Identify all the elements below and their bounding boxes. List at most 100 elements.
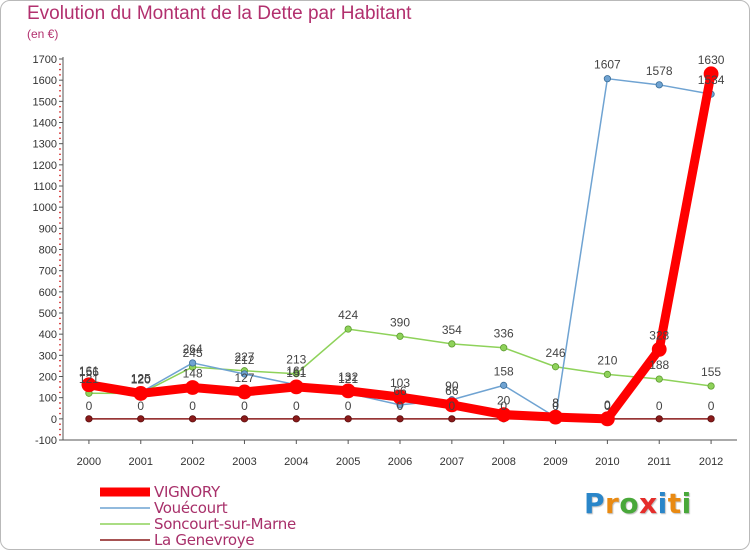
data-label-soncourt-sur-marne: 424 xyxy=(338,308,358,322)
data-point-la-genevroye xyxy=(344,415,352,423)
y-minor-tick xyxy=(59,365,61,367)
y-minor-tick xyxy=(59,264,61,267)
data-label-vou-court: 125 xyxy=(131,371,151,385)
y-minor-tick xyxy=(59,111,61,113)
y-tick-label: 800 xyxy=(39,245,57,257)
data-label-vou-court: 1578 xyxy=(646,64,673,78)
logo-letter: i xyxy=(657,487,668,520)
y-minor-tick xyxy=(59,68,61,71)
y-minor-tick xyxy=(59,243,61,246)
y-minor-tick xyxy=(59,153,61,156)
y-minor-tick xyxy=(59,370,61,373)
data-point-vou-court xyxy=(655,81,663,89)
x-tick-label: 2009 xyxy=(543,456,567,468)
data-label-vignory: 1630 xyxy=(698,53,725,67)
data-label-la-genevroye: 0 xyxy=(552,399,559,413)
proxiti-logo: Proxiti xyxy=(584,487,692,520)
y-tick-label: 1100 xyxy=(33,181,57,193)
data-point-vou-court xyxy=(500,381,508,389)
y-minor-tick xyxy=(59,253,61,256)
x-tick-label: 2004 xyxy=(284,456,308,468)
data-label-vou-court: 66 xyxy=(393,384,407,398)
data-point-soncourt-sur-marne xyxy=(344,325,352,333)
data-label-la-genevroye: 0 xyxy=(656,399,663,413)
data-label-la-genevroye: 0 xyxy=(189,399,196,413)
data-point-la-genevroye xyxy=(137,415,145,423)
data-point-la-genevroye xyxy=(396,415,404,423)
y-minor-tick xyxy=(59,137,61,140)
logo-letter: o xyxy=(619,487,640,520)
data-label-soncourt-sur-marne: 213 xyxy=(286,353,306,367)
y-tick-label: 700 xyxy=(39,266,57,278)
data-label-la-genevroye: 0 xyxy=(397,399,404,413)
data-label-soncourt-sur-marne: 155 xyxy=(701,365,721,379)
logo-letter: i xyxy=(681,487,692,520)
logo-letter: P xyxy=(584,487,606,520)
data-label-vou-court: 161 xyxy=(286,364,306,378)
y-minor-tick xyxy=(59,349,61,351)
y-tick-label: 1700 xyxy=(33,54,57,66)
data-point-soncourt-sur-marne xyxy=(448,340,456,348)
data-label-soncourt-sur-marne: 188 xyxy=(649,358,669,372)
y-tick-label: 1400 xyxy=(33,118,57,130)
y-minor-tick xyxy=(59,216,61,219)
y-minor-tick xyxy=(59,158,61,161)
data-label-soncourt-sur-marne: 245 xyxy=(183,346,203,360)
y-minor-tick xyxy=(59,179,61,182)
data-label-vignory: 103 xyxy=(390,376,410,390)
legend-item-soncourt: Soncourt-sur-Marne xyxy=(100,516,296,532)
y-minor-tick xyxy=(59,126,61,129)
x-tick-label: 2002 xyxy=(180,456,204,468)
x-tick-label: 2008 xyxy=(491,456,515,468)
y-minor-tick xyxy=(59,238,61,240)
y-minor-tick xyxy=(59,259,61,261)
data-label-vou-court: 121 xyxy=(338,372,358,386)
y-minor-tick xyxy=(59,359,61,362)
legend-label-genevroye: La Genevroye xyxy=(154,531,255,549)
y-minor-tick xyxy=(59,84,61,87)
y-minor-tick xyxy=(59,63,61,66)
y-minor-tick xyxy=(59,89,61,92)
data-label-vignory: 20 xyxy=(497,394,511,408)
legend-swatch-soncourt xyxy=(100,523,150,525)
y-minor-tick xyxy=(59,195,61,198)
data-point-vignory xyxy=(548,409,563,425)
y-minor-tick xyxy=(59,280,61,283)
data-point-la-genevroye xyxy=(85,415,93,423)
data-label-soncourt-sur-marne: 336 xyxy=(494,327,514,341)
data-label-vignory: 127 xyxy=(234,371,254,385)
y-minor-tick xyxy=(59,428,61,431)
y-minor-tick xyxy=(59,211,61,214)
y-minor-tick xyxy=(59,423,61,425)
x-tick-label: 2007 xyxy=(440,456,464,468)
data-point-soncourt-sur-marne xyxy=(603,370,611,378)
legend-label-soncourt: Soncourt-sur-Marne xyxy=(154,515,296,533)
legend-item-genevroye: La Genevroye xyxy=(100,532,296,548)
y-tick-label: 0 xyxy=(51,414,57,426)
y-minor-tick xyxy=(59,174,61,177)
y-minor-tick xyxy=(59,343,61,346)
data-label-vignory: 66 xyxy=(445,384,459,398)
data-label-la-genevroye: 0 xyxy=(604,399,611,413)
data-point-la-genevroye xyxy=(448,415,456,423)
legend-label-vignory: VIGNORY xyxy=(154,483,220,501)
data-label-soncourt-sur-marne: 390 xyxy=(390,315,410,329)
data-point-soncourt-sur-marne xyxy=(655,375,663,383)
data-label-la-genevroye: 0 xyxy=(293,399,300,413)
legend-swatch-genevroye xyxy=(100,539,150,541)
chart-legend: VIGNORY Vouécourt Soncourt-sur-Marne La … xyxy=(100,484,296,548)
y-minor-tick xyxy=(59,386,61,388)
data-label-la-genevroye: 0 xyxy=(345,399,352,413)
logo-letter: t xyxy=(667,487,682,520)
y-minor-tick xyxy=(59,105,61,108)
y-minor-tick xyxy=(59,190,61,193)
data-label-vou-court: 1534 xyxy=(698,73,725,87)
y-tick-label: 1500 xyxy=(33,96,57,108)
data-label-vignory: 328 xyxy=(649,328,669,342)
y-minor-tick xyxy=(59,74,61,76)
data-label-vou-court: 264 xyxy=(183,342,203,356)
data-label-la-genevroye: 0 xyxy=(449,399,456,413)
y-minor-tick xyxy=(59,148,61,150)
data-point-la-genevroye xyxy=(189,415,197,423)
